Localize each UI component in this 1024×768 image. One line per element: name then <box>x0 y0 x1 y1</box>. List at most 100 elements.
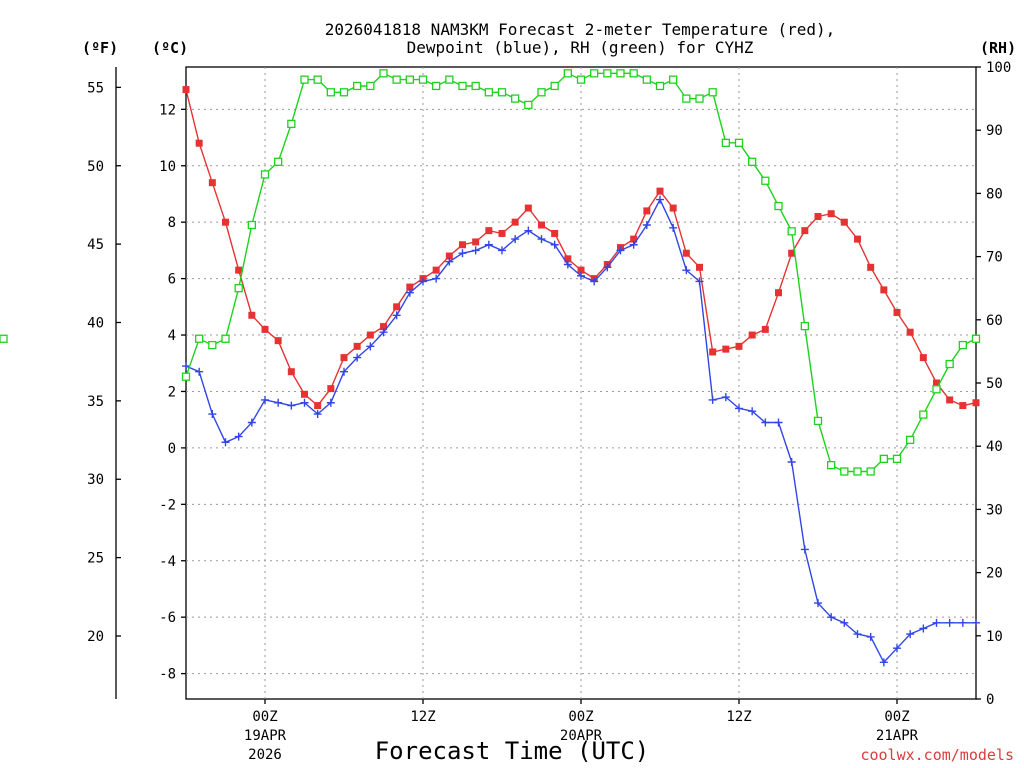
time-tick-year: 2026 <box>248 747 282 763</box>
rh-point <box>181 372 191 381</box>
rh-point <box>313 75 322 84</box>
dewpoint-point <box>550 240 559 249</box>
celsius-tick-label: -8 <box>159 667 176 683</box>
rh-point <box>445 75 454 84</box>
dewpoint-point <box>800 545 809 554</box>
dewpoint-point <box>735 404 743 413</box>
fahrenheit-axis: 20 25 30 35 40 45 50 55 <box>87 80 121 645</box>
rh-point <box>484 88 493 97</box>
celsius-tick-label: -6 <box>159 610 176 626</box>
dewpoint-point <box>577 271 585 280</box>
rh-unit-label: (RH) <box>980 39 1016 57</box>
rh-tick-label: 100 <box>986 60 1011 76</box>
rh-point <box>787 227 796 236</box>
fahrenheit-tick-label: 20 <box>87 629 104 645</box>
dewpoint-point <box>787 458 796 466</box>
rh-point <box>497 88 507 97</box>
rh-point <box>669 75 678 84</box>
rh-point <box>458 81 467 91</box>
dewpoint-point <box>603 263 612 272</box>
series-layer <box>0 69 981 667</box>
rh-point <box>800 321 809 331</box>
dewpoint-point <box>432 274 441 283</box>
dewpoint-point <box>524 226 533 235</box>
temperature-point <box>459 241 466 249</box>
rh-point <box>234 284 243 293</box>
dewpoint-point <box>458 249 467 258</box>
temperature-point <box>643 207 651 215</box>
dewpoint-point <box>182 362 190 371</box>
dewpoint-point <box>708 395 717 404</box>
temperature-point <box>919 354 927 362</box>
temperature-point <box>551 229 559 237</box>
rh-point <box>274 157 283 166</box>
dewpoint-point <box>261 395 269 404</box>
time-tick-date: 20APR <box>560 728 603 744</box>
dewpoint-point <box>195 367 204 376</box>
dewpoint-point <box>445 257 454 266</box>
dewpoint-point <box>379 328 388 337</box>
rh-tick-label: 40 <box>986 439 1003 455</box>
fahrenheit-tick-label: 45 <box>87 237 104 253</box>
rh-point <box>682 94 691 103</box>
dewpoint-point <box>866 632 875 641</box>
temperature-point <box>222 218 229 226</box>
rh-point <box>892 454 902 463</box>
fahrenheit-tick-label: 30 <box>87 472 104 488</box>
temperature-point <box>353 342 361 350</box>
fahrenheit-tick-label: 25 <box>87 551 104 567</box>
rh-tick-label: 60 <box>986 313 1003 329</box>
rh-tick-label: 70 <box>986 250 1003 266</box>
rh-point <box>655 81 665 91</box>
temperature-point <box>696 263 703 271</box>
rh-point <box>958 340 967 350</box>
rh-point <box>945 359 954 369</box>
dewpoint-series <box>182 195 980 667</box>
dewpoint-point <box>247 418 256 427</box>
dewpoint-point <box>827 613 836 622</box>
time-tick-label: 00Z <box>568 709 593 725</box>
rh-point <box>695 94 704 103</box>
rh-point <box>550 81 559 91</box>
dewpoint-point <box>695 277 704 286</box>
rh-point <box>919 410 928 419</box>
time-axis: 00Z 19APR 2026 12Z 00Z 20APR 12Z 00Z 21APR <box>244 699 919 763</box>
dewpoint-point <box>616 246 625 255</box>
temperature-point <box>827 210 835 218</box>
dewpoint-point <box>234 432 243 441</box>
temperature-point <box>840 218 848 226</box>
dewpoint-point <box>208 410 217 419</box>
temperature-point <box>564 255 572 263</box>
temperature-point <box>538 221 545 229</box>
rh-point <box>247 220 256 230</box>
celsius-unit-label: (ºC) <box>152 39 188 57</box>
dewpoint-point <box>642 221 651 229</box>
temperature-point <box>261 325 269 333</box>
temperature-point <box>485 227 493 235</box>
dewpoint-point <box>300 398 309 407</box>
temperature-point <box>511 218 519 226</box>
dewpoint-point <box>366 342 375 351</box>
rh-point <box>524 100 533 110</box>
celsius-tick-label: 6 <box>168 272 176 288</box>
dewpoint-point <box>893 644 901 653</box>
temperature-point <box>761 325 769 333</box>
x-axis-title: Forecast Time (UTC) <box>375 737 650 765</box>
dewpoint-point <box>498 246 506 255</box>
rh-point <box>511 94 520 103</box>
dewpoint-point <box>629 240 638 249</box>
temperature-point <box>380 323 387 331</box>
dewpoint-point <box>682 266 691 275</box>
fahrenheit-tick-label: 40 <box>87 315 104 331</box>
temperature-point <box>195 139 203 147</box>
dewpoint-point <box>405 288 414 297</box>
rh-point <box>866 467 875 476</box>
dewpoint-point <box>484 240 493 249</box>
dewpoint-point <box>392 311 401 320</box>
rh-point <box>734 138 744 147</box>
rh-tick-label: 90 <box>986 123 1003 139</box>
temperature-point <box>314 402 322 410</box>
rh-point <box>260 170 270 179</box>
celsius-tick-label: 8 <box>168 215 176 231</box>
